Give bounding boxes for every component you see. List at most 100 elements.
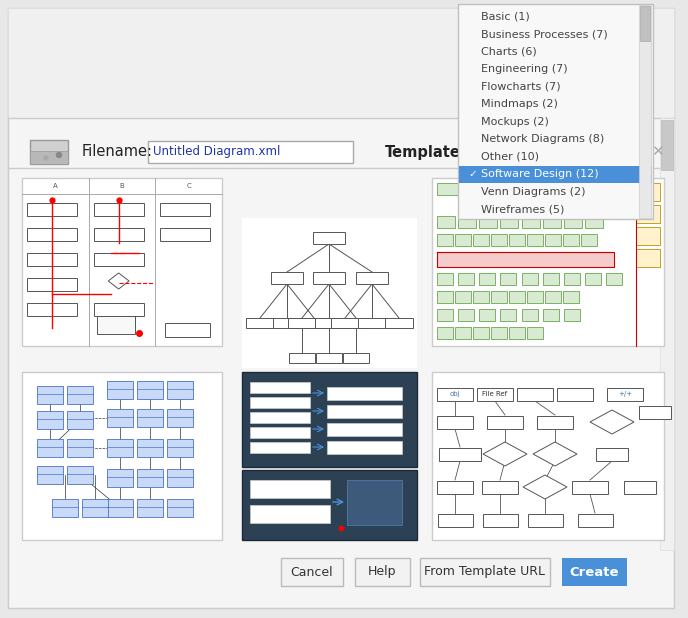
Bar (509, 234, 525, 246)
Bar (636, 249, 660, 267)
Bar (455, 291, 471, 303)
Bar (572, 481, 608, 494)
Bar (148, 141, 353, 163)
Bar (107, 439, 133, 457)
Bar (557, 388, 593, 401)
Bar (458, 273, 474, 285)
Bar (107, 469, 133, 487)
Bar (596, 448, 628, 461)
Bar (300, 318, 328, 328)
Bar (639, 5, 651, 218)
Bar (437, 183, 459, 195)
Bar (67, 439, 93, 457)
Bar (527, 291, 543, 303)
Bar (512, 198, 534, 210)
Bar (624, 481, 656, 494)
Text: Basic (1): Basic (1) (481, 12, 530, 22)
Bar (487, 183, 509, 195)
Bar (473, 327, 489, 339)
Bar (137, 409, 163, 427)
Bar (167, 381, 193, 399)
Bar (564, 273, 580, 285)
Bar (512, 183, 534, 195)
Bar (543, 216, 561, 228)
Bar (67, 466, 93, 484)
Text: Create: Create (569, 565, 619, 578)
Bar (107, 381, 133, 399)
Bar (167, 409, 193, 427)
Bar (37, 411, 63, 429)
Bar (242, 470, 417, 540)
Bar (94, 228, 144, 241)
Bar (537, 416, 573, 429)
Bar (30, 140, 68, 164)
Bar (590, 198, 612, 210)
Text: B: B (120, 183, 125, 189)
Bar (459, 166, 652, 183)
Bar (271, 272, 303, 284)
Bar (562, 183, 584, 195)
Bar (316, 353, 342, 363)
Bar (636, 227, 660, 245)
Text: Mockups (2): Mockups (2) (481, 117, 549, 127)
Bar (585, 216, 603, 228)
Text: Network Diagrams (8): Network Diagrams (8) (481, 134, 604, 144)
Bar (437, 291, 453, 303)
Bar (137, 381, 163, 399)
Bar (479, 309, 495, 321)
Bar (137, 499, 163, 517)
Bar (358, 318, 386, 328)
Bar (437, 252, 614, 267)
Bar (160, 203, 211, 216)
Bar (479, 216, 497, 228)
Text: Software Design (12): Software Design (12) (481, 169, 599, 179)
Bar (313, 272, 345, 284)
Bar (167, 469, 193, 487)
Bar (82, 499, 108, 517)
Text: A: A (53, 183, 58, 189)
Bar (327, 387, 402, 400)
Bar (327, 405, 402, 418)
Bar (250, 480, 330, 498)
Bar (107, 409, 133, 427)
Text: obj: obj (450, 391, 460, 397)
Bar (347, 480, 402, 525)
Bar (273, 318, 301, 328)
Bar (94, 253, 144, 266)
Bar (585, 273, 601, 285)
Bar (432, 372, 664, 540)
Text: Flowcharts (7): Flowcharts (7) (481, 82, 561, 91)
Text: Wireframes (5): Wireframes (5) (481, 205, 564, 214)
Bar (160, 228, 211, 241)
Bar (500, 216, 518, 228)
Text: Help: Help (368, 565, 396, 578)
Bar (250, 397, 310, 408)
Bar (22, 372, 222, 540)
Bar (473, 234, 489, 246)
Bar (167, 499, 193, 517)
Bar (522, 216, 540, 228)
Bar (288, 318, 316, 328)
Bar (439, 448, 481, 461)
Text: Other (10): Other (10) (481, 152, 539, 162)
Bar (437, 216, 455, 228)
Bar (437, 416, 473, 429)
Bar (615, 198, 637, 210)
Bar (289, 353, 315, 363)
Bar (522, 273, 538, 285)
Bar (67, 386, 93, 404)
Bar (458, 216, 476, 228)
Text: Cancel: Cancel (291, 565, 333, 578)
Bar (462, 183, 484, 195)
Bar (242, 372, 417, 467)
Bar (640, 6, 650, 41)
Bar (52, 499, 78, 517)
Bar (563, 291, 579, 303)
Bar (165, 323, 211, 337)
Bar (327, 441, 402, 454)
Bar (500, 309, 516, 321)
Bar (27, 253, 77, 266)
Bar (491, 327, 507, 339)
Bar (327, 423, 402, 436)
Bar (607, 388, 643, 401)
